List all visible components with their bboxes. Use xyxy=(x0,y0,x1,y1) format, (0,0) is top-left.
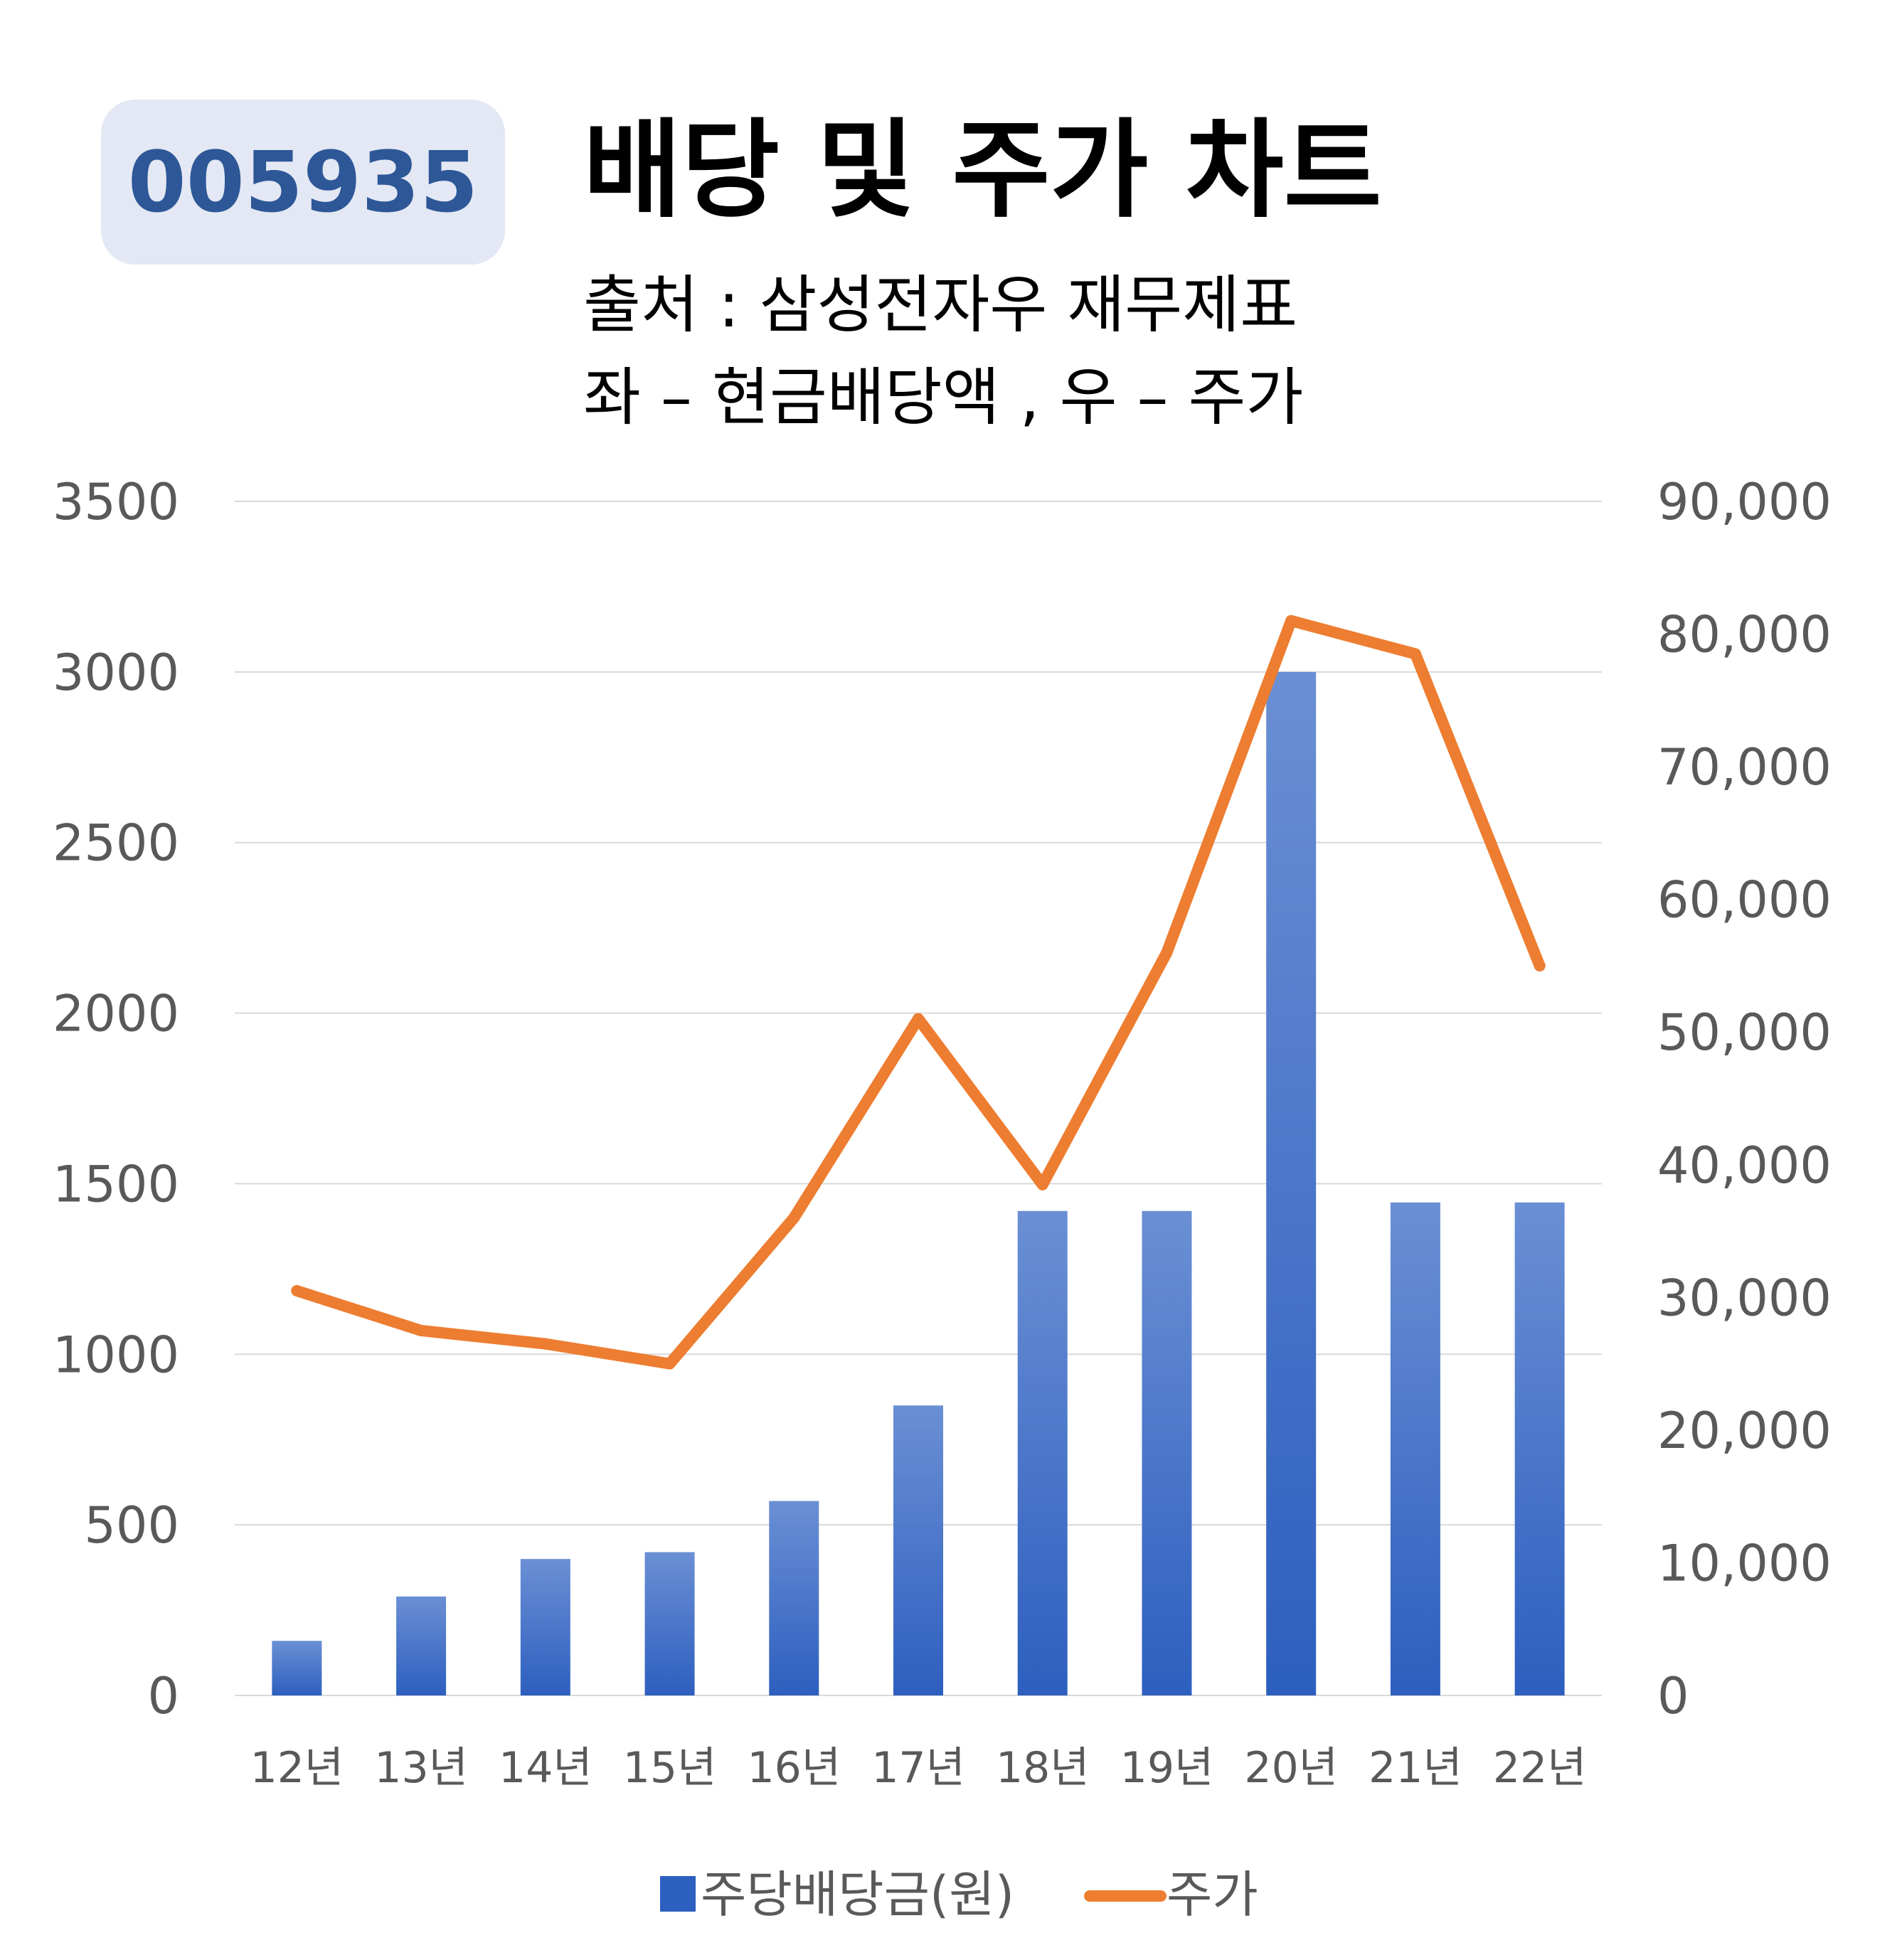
price-line xyxy=(291,614,1546,1370)
legend-bar-label: 주당배당금(원) xyxy=(701,1865,1014,1924)
left-axis: 0 500 1000 1500 2000 2500 3000 3500 xyxy=(53,473,179,1725)
price-point xyxy=(415,1324,427,1336)
right-tick-label: 90,000 xyxy=(1657,473,1832,531)
price-point xyxy=(788,1212,800,1224)
dividend-bar xyxy=(644,1552,695,1695)
right-tick-label: 70,000 xyxy=(1657,738,1832,797)
chart-title: 배당 및 주가 차트 xyxy=(583,109,1382,233)
right-axis: 0 10,000 20,000 30,000 40,000 50,000 60,000 70,… xyxy=(1657,473,1832,1725)
left-tick-label: 3000 xyxy=(53,644,179,702)
left-tick-label: 2500 xyxy=(53,814,179,873)
dividend-bar xyxy=(1266,671,1317,1695)
dividend-bar xyxy=(1514,1202,1565,1695)
price-point xyxy=(913,1013,924,1025)
x-tick-label: 16년 xyxy=(747,1743,841,1793)
price-point xyxy=(291,1285,303,1297)
x-tick-label: 12년 xyxy=(250,1743,344,1793)
x-axis: 12년 13년 14년 15년 16년 17년 18년 19년 20년 21년 22년 xyxy=(250,1743,1587,1793)
x-tick-label: 19년 xyxy=(1120,1743,1214,1793)
dividend-bar xyxy=(769,1501,819,1695)
right-tick-label: 40,000 xyxy=(1657,1136,1832,1195)
legend: 주당배당금(원) 주가 xyxy=(660,1865,1258,1924)
price-point xyxy=(664,1358,676,1370)
legend-bar-swatch xyxy=(660,1876,696,1912)
x-tick-label: 14년 xyxy=(499,1743,593,1793)
x-tick-label: 20년 xyxy=(1244,1743,1338,1793)
chart-subtitle-axes: 좌 – 현금배당액 , 우 – 주가 xyxy=(583,361,1304,434)
right-tick-label: 60,000 xyxy=(1657,871,1832,930)
right-tick-label: 20,000 xyxy=(1657,1402,1832,1460)
left-tick-label: 3500 xyxy=(53,473,179,531)
price-point xyxy=(1534,959,1546,971)
right-tick-label: 30,000 xyxy=(1657,1269,1832,1327)
right-tick-label: 80,000 xyxy=(1657,606,1832,664)
dividend-bar xyxy=(520,1559,570,1695)
right-tick-label: 10,000 xyxy=(1657,1534,1832,1592)
left-tick-label: 1000 xyxy=(53,1326,179,1384)
dividend-bar xyxy=(272,1641,322,1695)
x-tick-label: 21년 xyxy=(1369,1743,1462,1793)
dividend-bars xyxy=(272,671,1565,1695)
right-tick-label: 50,000 xyxy=(1657,1003,1832,1062)
chart-subtitle-source: 출처 : 삼성전자우 재무제표 xyxy=(583,268,1298,341)
x-tick-label: 15년 xyxy=(623,1743,717,1793)
price-line-series xyxy=(291,614,1546,1370)
ticker-code: 005935 xyxy=(127,133,479,231)
price-point xyxy=(1285,614,1297,627)
left-tick-label: 500 xyxy=(84,1496,179,1555)
right-tick-label: 0 xyxy=(1657,1667,1689,1725)
ticker-badge: 005935 xyxy=(101,100,505,265)
left-tick-label: 0 xyxy=(147,1667,179,1725)
x-tick-label: 18년 xyxy=(996,1743,1090,1793)
x-tick-label: 17년 xyxy=(871,1743,965,1793)
price-point xyxy=(1161,947,1173,959)
dividend-bar xyxy=(1017,1210,1068,1695)
price-point xyxy=(1036,1178,1048,1191)
dividend-bar xyxy=(1390,1202,1440,1695)
dividend-bar xyxy=(396,1596,447,1695)
price-point xyxy=(539,1338,551,1350)
left-tick-label: 2000 xyxy=(53,985,179,1043)
price-point xyxy=(1409,648,1421,660)
left-tick-label: 1500 xyxy=(53,1155,179,1213)
legend-line-label: 주가 xyxy=(1167,1865,1258,1924)
x-tick-label: 22년 xyxy=(1493,1743,1587,1793)
x-tick-label: 13년 xyxy=(374,1743,468,1793)
dividend-bar xyxy=(893,1405,943,1695)
dividend-bar xyxy=(1142,1210,1192,1695)
